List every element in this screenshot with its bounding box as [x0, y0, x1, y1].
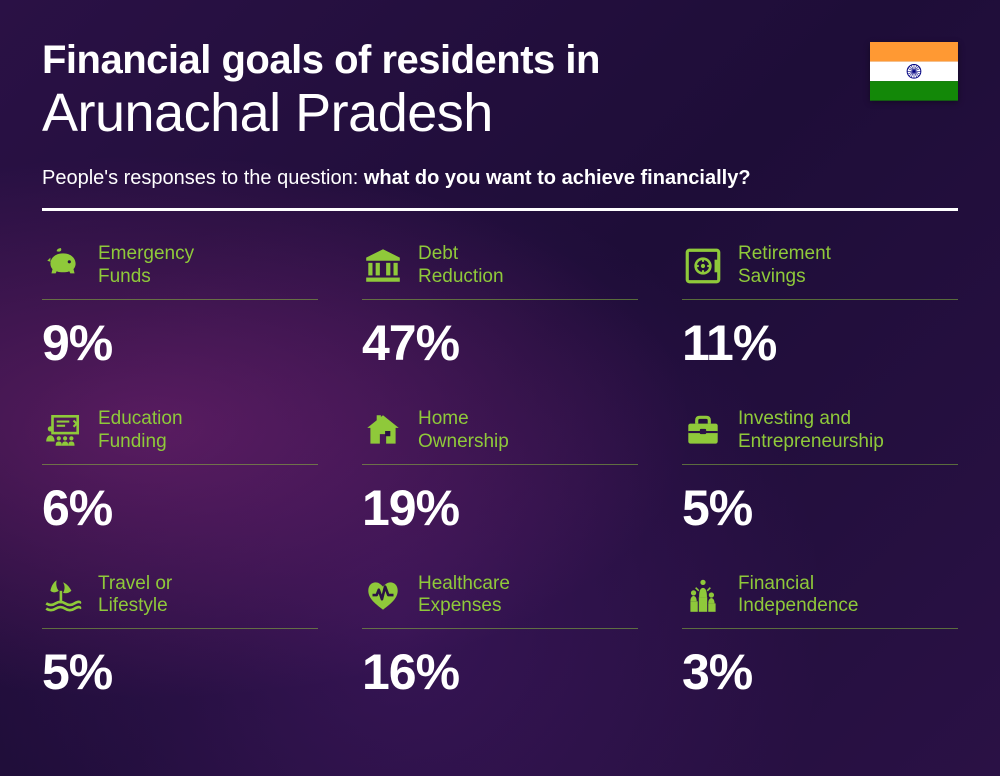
goal-value: 9% [42, 314, 318, 372]
goal-label: EducationFunding [98, 408, 183, 454]
travel-icon [42, 574, 84, 616]
subtitle: People's responses to the question: what… [42, 167, 958, 190]
goal-value: 6% [42, 479, 318, 537]
title-line1: Financial goals of residents in [42, 38, 958, 82]
education-icon [42, 410, 84, 452]
goal-value: 47% [362, 314, 638, 372]
goal-label: HomeOwnership [418, 408, 509, 454]
goal-card: DebtReduction 47% [362, 243, 638, 372]
goals-grid: EmergencyFunds 9% DebtReduction 47% Reti… [42, 243, 958, 701]
goal-label: Travel orLifestyle [98, 573, 172, 619]
goal-value: 5% [42, 643, 318, 701]
card-header: Travel orLifestyle [42, 573, 318, 630]
goal-card: Investing andEntrepreneurship 5% [682, 408, 958, 537]
india-flag-icon [870, 42, 958, 100]
card-header: HomeOwnership [362, 408, 638, 465]
goal-card: EmergencyFunds 9% [42, 243, 318, 372]
title-line2: Arunachal Pradesh [42, 84, 958, 143]
goal-value: 19% [362, 479, 638, 537]
goal-label: RetirementSavings [738, 243, 831, 289]
goal-card: RetirementSavings 11% [682, 243, 958, 372]
safe-icon [682, 245, 724, 287]
goal-value: 5% [682, 479, 958, 537]
card-header: FinancialIndependence [682, 573, 958, 630]
goal-label: EmergencyFunds [98, 243, 194, 289]
goal-label: FinancialIndependence [738, 573, 858, 619]
home-icon [362, 410, 404, 452]
goal-card: Travel orLifestyle 5% [42, 573, 318, 702]
subtitle-bold: what do you want to achieve financially? [364, 167, 751, 189]
piggy-icon [42, 245, 84, 287]
card-header: EducationFunding [42, 408, 318, 465]
goal-card: HealthcareExpenses 16% [362, 573, 638, 702]
goal-value: 16% [362, 643, 638, 701]
goal-value: 11% [682, 314, 958, 372]
card-header: Investing andEntrepreneurship [682, 408, 958, 465]
goal-label: DebtReduction [418, 243, 504, 289]
card-header: EmergencyFunds [42, 243, 318, 300]
card-header: DebtReduction [362, 243, 638, 300]
health-icon [362, 574, 404, 616]
subtitle-prefix: People's responses to the question: [42, 167, 364, 189]
divider [42, 208, 958, 211]
briefcase-icon [682, 410, 724, 452]
independence-icon [682, 574, 724, 616]
goal-card: HomeOwnership 19% [362, 408, 638, 537]
goal-card: EducationFunding 6% [42, 408, 318, 537]
card-header: HealthcareExpenses [362, 573, 638, 630]
bank-icon [362, 245, 404, 287]
header: Financial goals of residents in Arunacha… [42, 38, 958, 190]
goal-label: HealthcareExpenses [418, 573, 510, 619]
goal-value: 3% [682, 643, 958, 701]
goal-label: Investing andEntrepreneurship [738, 408, 884, 454]
card-header: RetirementSavings [682, 243, 958, 300]
goal-card: FinancialIndependence 3% [682, 573, 958, 702]
